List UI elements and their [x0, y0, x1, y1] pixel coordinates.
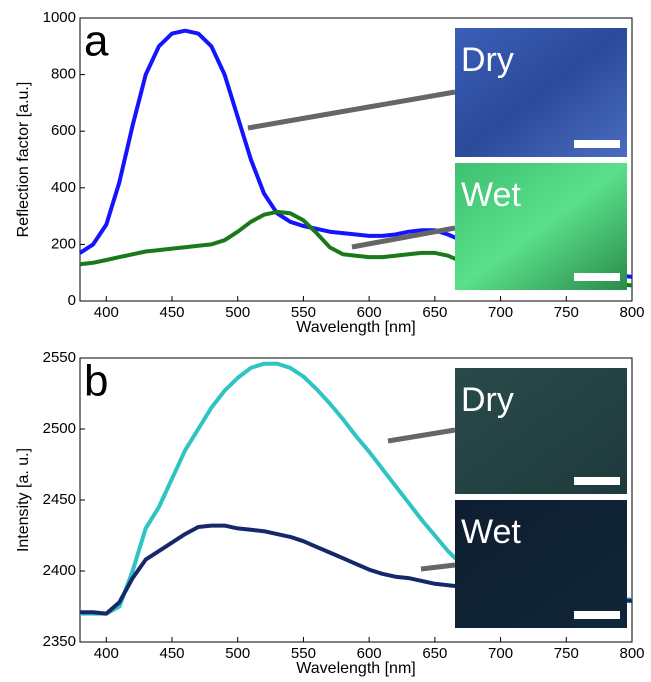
x-tick-label: 700 — [488, 645, 513, 662]
y-tick-label: 2450 — [43, 491, 76, 508]
connector — [247, 89, 456, 131]
panel-letter: b — [84, 357, 108, 406]
x-tick-label: 750 — [554, 645, 579, 662]
x-tick-label: 450 — [159, 645, 184, 662]
panel-letter: a — [84, 17, 109, 66]
x-tick-label: 550 — [291, 645, 316, 662]
x-tick-label: 400 — [94, 304, 119, 321]
x-tick-label: 600 — [357, 645, 382, 662]
y-axis-label: Intensity [a. u.] — [15, 448, 32, 552]
inset-label: Dry — [461, 41, 514, 79]
inset-image — [455, 163, 627, 290]
plot-frame — [79, 17, 633, 302]
scale-bar — [574, 611, 620, 619]
x-tick-label: 750 — [554, 304, 579, 321]
x-tick-label: 500 — [225, 304, 250, 321]
x-tick-label: 550 — [291, 304, 316, 321]
inset-label: Wet — [461, 176, 521, 214]
y-tick-label: 2350 — [43, 633, 76, 650]
inset-image — [455, 500, 627, 628]
x-tick-label: 800 — [619, 645, 644, 662]
connector — [351, 225, 456, 250]
scale-bar — [574, 477, 620, 485]
x-tick-label: 500 — [225, 645, 250, 662]
connector — [420, 562, 456, 572]
connector — [387, 427, 456, 444]
x-tick-label: 450 — [159, 304, 184, 321]
y-tick-label: 2400 — [43, 562, 76, 579]
inset-label: Dry — [461, 381, 514, 419]
scale-bar — [574, 273, 620, 281]
y-tick-label: 200 — [51, 235, 76, 252]
x-axis-label: Wavelength [nm] — [296, 319, 415, 336]
x-axis-label: Wavelength [nm] — [296, 660, 415, 677]
y-tick-label: 800 — [51, 66, 76, 83]
y-tick-label: 1000 — [43, 9, 76, 26]
x-tick-label: 700 — [488, 304, 513, 321]
y-tick-label: 2550 — [43, 349, 76, 366]
x-tick-label: 400 — [94, 645, 119, 662]
x-tick-label: 800 — [619, 304, 644, 321]
scale-bar — [574, 140, 620, 148]
x-tick-label: 650 — [422, 304, 447, 321]
inset-image — [455, 28, 627, 157]
y-tick-label: 0 — [68, 292, 76, 309]
y-axis-label: Reflection factor [a.u.] — [15, 82, 32, 238]
x-tick-label: 650 — [422, 645, 447, 662]
y-tick-label: 400 — [51, 179, 76, 196]
inset-image — [455, 368, 627, 494]
inset-label: Wet — [461, 513, 521, 551]
y-tick-label: 2500 — [43, 420, 76, 437]
y-tick-label: 600 — [51, 122, 76, 139]
x-tick-label: 600 — [357, 304, 382, 321]
